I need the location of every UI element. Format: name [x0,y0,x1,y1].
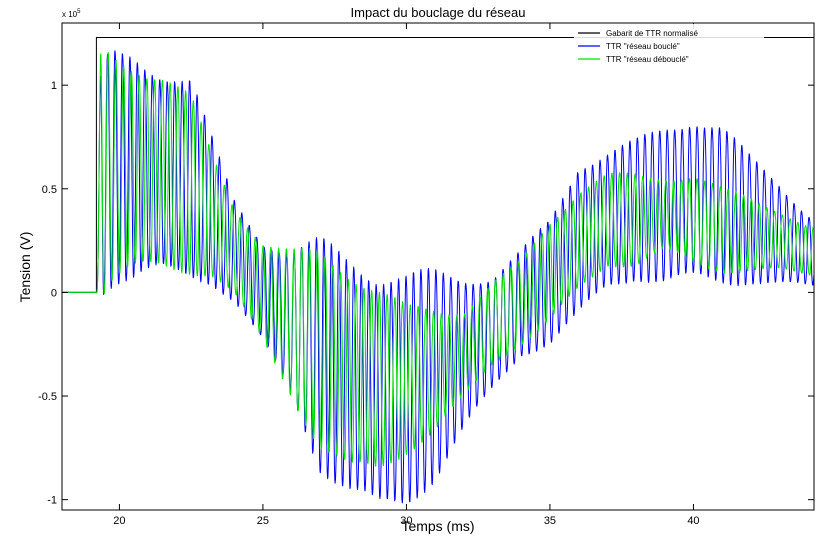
y-exponent-label: x 105 [62,9,81,19]
y-tick-label: -1 [47,495,57,507]
x-tick-label: 30 [400,515,412,527]
x-tick-label: 20 [113,515,125,527]
y-tick-label: -0.5 [38,391,57,403]
legend-label: Gabarit de TTR normalisé [606,29,698,38]
legend-label: TTR "réseau bouclé" [606,42,680,51]
y-exponent-base: x 10 [62,10,78,19]
legend-box [574,24,764,69]
series-layer [62,37,814,504]
plot-area [61,22,815,511]
x-tick-label: 40 [687,515,699,527]
x-tick-label: 35 [544,515,556,527]
chart-title: Impact du bouclage du réseau [351,5,526,20]
x-axis-ticks: 20 25 30 35 40 [113,23,700,527]
legend-label: TTR "réseau débouclé" [606,55,689,64]
x-tick-label: 25 [257,515,269,527]
y-tick-label: 0.5 [42,184,57,196]
y-exponent-power: 5 [77,9,81,15]
series-line-deboucle [62,51,814,467]
y-axis-ticks: -1 -0.5 0 0.5 1 [38,80,814,507]
legend: Gabarit de TTR normalisé TTR "réseau bouc… [574,24,764,69]
x-axis-label: Temps (ms) [401,518,474,534]
y-tick-label: 1 [51,80,57,92]
y-axis-label: Tension (V) [17,232,33,303]
y-tick-label: 0 [51,287,57,299]
